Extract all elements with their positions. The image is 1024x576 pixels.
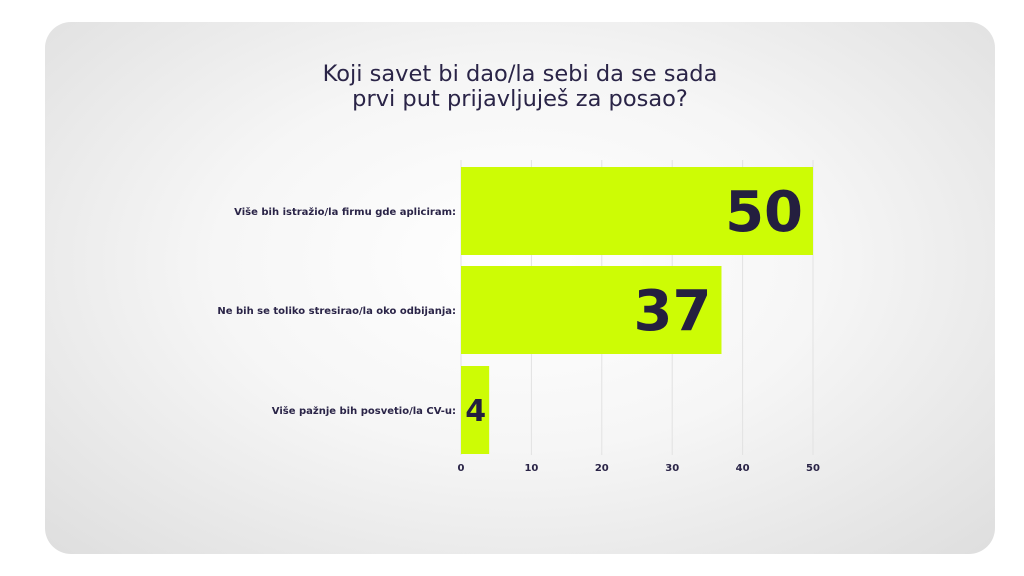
bar <box>461 366 490 454</box>
category-label: Ne bih se toliko stresirao/la oko odbija… <box>217 306 456 317</box>
chart-title-line-1: Koji savet bi dao/la sebi da se sada <box>322 61 718 87</box>
chart-title: Koji savet bi dao/la sebi da se sada prv… <box>45 62 995 112</box>
x-tick-label: 0 <box>458 463 465 474</box>
x-tick-label: 20 <box>595 463 609 474</box>
x-tick-label: 40 <box>736 463 750 474</box>
category-label: Više bih istražio/la firmu gde apliciram… <box>234 206 456 218</box>
x-tick-label: 30 <box>665 463 679 474</box>
category-label: Više pažnje bih posvetio/la CV-u: <box>272 405 456 417</box>
bar-value-label: 50 <box>725 180 803 245</box>
bar-value-label: 37 <box>634 279 712 344</box>
x-tick-label: 10 <box>524 463 538 474</box>
bar-value-label: 4 <box>465 394 486 429</box>
x-axis-tick-labels: 0 10 20 30 40 50 <box>458 463 820 474</box>
bar <box>461 167 813 255</box>
chart-title-line-2: prvi put prijavljuješ za posao? <box>352 86 688 112</box>
x-tick-label: 50 <box>806 463 820 474</box>
bar <box>461 266 722 354</box>
category-labels: Više bih istražio/la firmu gde apliciram… <box>217 206 456 417</box>
